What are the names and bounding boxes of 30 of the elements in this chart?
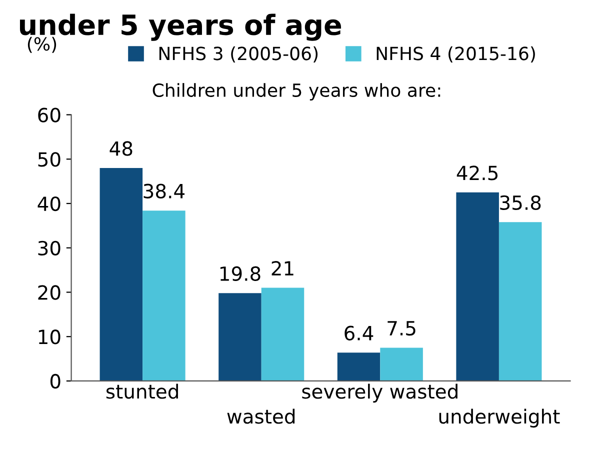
bar: [142, 210, 186, 381]
bar: [456, 192, 499, 381]
bar: [380, 348, 423, 381]
data-label: 6.4: [344, 326, 374, 340]
bar: [100, 168, 143, 381]
bar: [218, 293, 262, 381]
y-tick-label: 50: [38, 152, 60, 167]
y-tick-label: 60: [38, 108, 60, 122]
data-label: 48: [110, 141, 132, 156]
legend-label: NFHS 3 (2005-06): [159, 46, 318, 62]
y-tick-label: 10: [38, 330, 60, 344]
data-label: 38.4: [144, 184, 184, 198]
chart-subtitle: Children under 5 years who are:: [152, 83, 440, 101]
x-tick-label: severely wasted: [302, 384, 458, 403]
x-tick-label: stunted: [106, 384, 178, 399]
bar: [498, 222, 542, 381]
y-tick-label: 30: [38, 240, 60, 256]
bar: [261, 288, 304, 381]
x-tick-label: wasted: [227, 408, 295, 424]
data-label: 19.8: [220, 266, 260, 282]
data-label: 42.5: [456, 166, 498, 180]
data-label: 7.5: [388, 321, 416, 336]
data-label: 35.8: [500, 195, 541, 210]
y-tick-label: 40: [38, 196, 60, 212]
legend-label: NFHS 4 (2015-16): [376, 46, 535, 62]
x-tick-label: underweight: [439, 408, 560, 428]
data-label: 21: [272, 260, 294, 276]
y-tick-label: 20: [38, 285, 60, 300]
y-tick-label: 0: [50, 374, 60, 389]
bar: [337, 352, 380, 381]
